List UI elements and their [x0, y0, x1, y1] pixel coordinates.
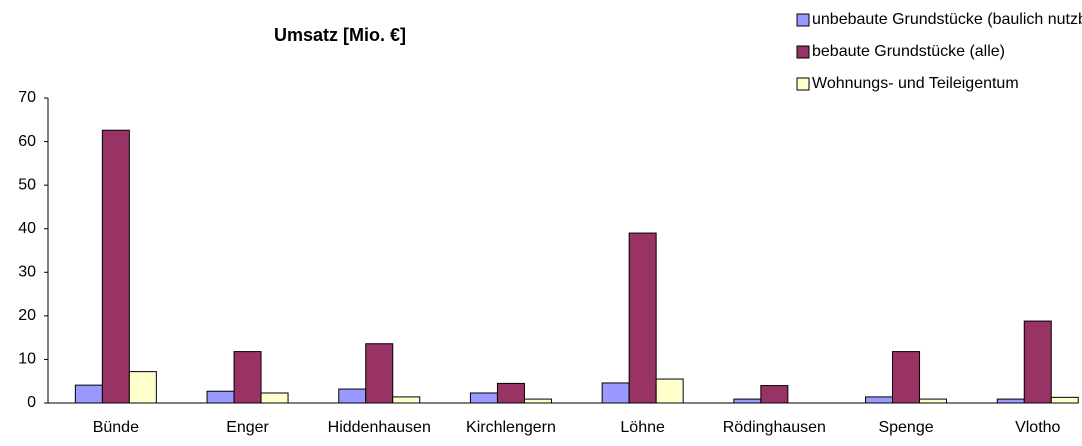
- bar: [996, 398, 1025, 404]
- x-tick-label: Kirchlengern: [466, 419, 556, 436]
- bar: [733, 398, 762, 404]
- y-tick-label: 70: [18, 89, 36, 106]
- bar: [601, 382, 630, 404]
- bar: [523, 398, 552, 404]
- bar: [260, 392, 289, 404]
- bar: [101, 129, 130, 404]
- bar: [1023, 320, 1052, 404]
- bar: [760, 385, 789, 404]
- y-tick-label: 50: [18, 176, 36, 193]
- y-tick-label: 10: [18, 351, 36, 368]
- y-tick-label: 30: [18, 264, 36, 281]
- x-tick-label: Spenge: [878, 419, 933, 436]
- legend-label: Wohnungs- und Teileigentum: [812, 75, 1019, 92]
- bar: [338, 388, 367, 404]
- x-tick-label: Löhne: [620, 419, 665, 436]
- x-tick-label: Enger: [226, 419, 269, 436]
- bar: [74, 384, 103, 404]
- bar: [1050, 396, 1079, 404]
- bar: [892, 351, 921, 404]
- chart-title: Umsatz [Mio. €]: [274, 25, 406, 45]
- bar: [392, 396, 421, 404]
- legend-swatch: [796, 77, 810, 91]
- y-tick-label: 60: [18, 133, 36, 150]
- bar: [206, 390, 235, 404]
- x-tick-label: Bünde: [93, 419, 139, 436]
- y-tick-label: 40: [18, 220, 36, 237]
- bar: [233, 351, 262, 404]
- bar: [469, 392, 498, 404]
- legend-swatch: [796, 45, 810, 59]
- bar: [365, 343, 394, 404]
- bar: [919, 398, 948, 404]
- bar: [128, 371, 157, 404]
- x-tick-label: Rödinghausen: [723, 419, 826, 436]
- y-tick-label: 20: [18, 307, 36, 324]
- bar: [628, 232, 657, 404]
- legend-label: unbebaute Grundstücke (baulich nutzbar): [812, 11, 1082, 28]
- legend-label: bebaute Grundstücke (alle): [812, 43, 1005, 60]
- legend-swatch: [796, 13, 810, 27]
- bar: [655, 378, 684, 404]
- bar: [496, 382, 525, 404]
- bar: [865, 396, 894, 404]
- x-tick-label: Vlotho: [1015, 419, 1060, 436]
- x-tick-label: Hiddenhausen: [328, 419, 431, 436]
- y-tick-label: 0: [27, 394, 36, 411]
